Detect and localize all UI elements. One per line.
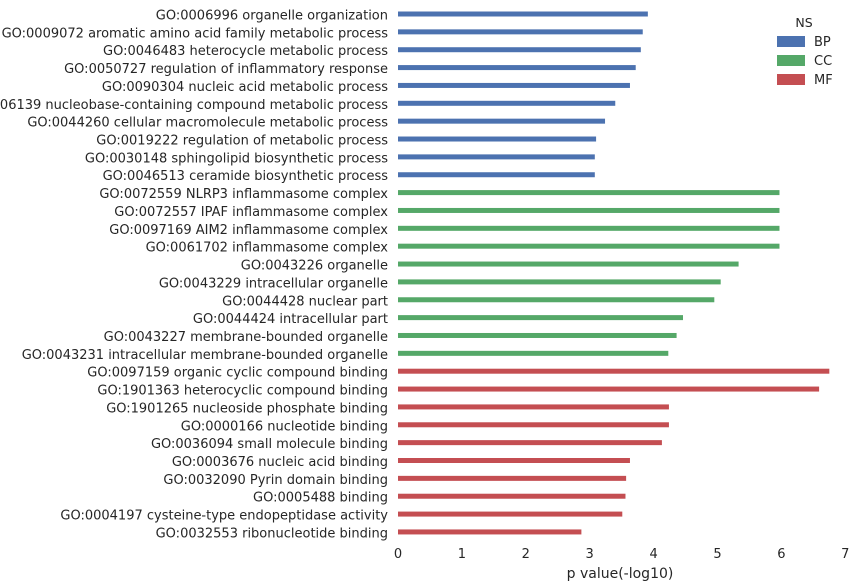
- legend-swatch-cc: [777, 55, 805, 66]
- category-label: GO:0044424 intracellular part: [193, 312, 388, 327]
- category-label: GO:0044428 nuclear part: [222, 294, 388, 309]
- bar-14: [398, 243, 780, 249]
- bar-1: [398, 11, 648, 17]
- bar-29: [398, 511, 623, 517]
- category-label: GO:0072559 NLRP3 inflammasome complex: [99, 187, 388, 202]
- category-label: GO:0046483 heterocycle metabolic process: [103, 44, 388, 59]
- legend-swatch-mf: [777, 74, 805, 85]
- category-label: GO:0043226 organelle: [241, 259, 388, 274]
- category-label: GO:0006139 nucleobase-containing compoun…: [0, 98, 388, 113]
- category-label: GO:0043227 membrane-bounded organelle: [104, 330, 388, 345]
- category-label: GO:0006996 organelle organization: [156, 9, 388, 24]
- bar-8: [398, 136, 597, 142]
- bar-28: [398, 493, 626, 499]
- bar-13: [398, 225, 780, 231]
- category-labels: GO:0006996 organelle organization GO:0009…: [0, 9, 388, 542]
- bar-4: [398, 65, 636, 71]
- bar-26: [398, 458, 630, 463]
- legend-label-mf: MF: [814, 73, 833, 88]
- bar-6: [398, 100, 616, 106]
- legend: NS BP CC MF: [777, 15, 833, 88]
- bar-7: [398, 118, 606, 124]
- category-label: GO:0097169 AIM2 inflammasome complex: [109, 223, 388, 238]
- category-label: GO:0003676 nucleic acid binding: [172, 455, 388, 470]
- legend-label-cc: CC: [814, 54, 832, 69]
- bar-5: [398, 82, 630, 88]
- category-label: GO:1901363 heterocyclic compound binding: [97, 384, 388, 399]
- category-label: GO:0043231 intracellular membrane-bounde…: [22, 348, 388, 363]
- x-tick-label: 0: [394, 547, 402, 562]
- bar-10: [398, 172, 595, 178]
- category-label: GO:0050727 regulation of inflammatory re…: [64, 62, 388, 77]
- bar-21: [398, 368, 830, 374]
- category-label: GO:0097159 organic cyclic compound bindi…: [87, 366, 388, 381]
- x-tick-label: 1: [458, 547, 466, 562]
- x-axis-ticks: 0 1 2 3 4 5 6 7: [394, 547, 850, 562]
- bar-20: [398, 350, 669, 356]
- x-tick-label: 5: [713, 547, 721, 562]
- category-label: GO:0072557 IPAF inflammasome complex: [114, 205, 388, 220]
- bar-9: [398, 154, 595, 160]
- category-label: GO:0000166 nucleotide binding: [181, 419, 388, 434]
- x-axis-title: p value(-log10): [567, 566, 674, 582]
- bar-24: [398, 422, 669, 428]
- bar-25: [398, 440, 662, 446]
- legend-swatch-bp: [777, 36, 805, 47]
- x-tick-label: 4: [649, 547, 657, 562]
- x-tick-label: 6: [777, 547, 785, 562]
- category-label: GO:0005488 binding: [253, 491, 388, 506]
- bar-11: [398, 190, 780, 196]
- bar-2: [398, 29, 643, 35]
- category-label: GO:0046513 ceramide biosynthetic process: [103, 169, 389, 184]
- bar-18: [398, 315, 683, 321]
- bar-16: [398, 279, 721, 285]
- bar-30: [398, 529, 582, 535]
- x-tick-label: 2: [522, 547, 530, 562]
- bar-23: [398, 404, 669, 410]
- bar-27: [398, 475, 627, 481]
- category-label: GO:0009072 aromatic amino acid family me…: [2, 26, 389, 41]
- bar-17: [398, 297, 715, 303]
- legend-title: NS: [795, 15, 812, 30]
- x-tick-label: 7: [841, 547, 849, 562]
- category-label: GO:0043229 intracellular organelle: [159, 276, 388, 291]
- category-label: GO:0061702 inflammasome complex: [146, 241, 389, 256]
- category-label: GO:0032090 Pyrin domain binding: [163, 473, 388, 488]
- bars-layer: [398, 11, 830, 535]
- bar-22: [398, 386, 820, 392]
- category-label: GO:0032553 ribonucleotide binding: [156, 526, 388, 541]
- legend-label-bp: BP: [814, 35, 831, 50]
- x-tick-label: 3: [586, 547, 594, 562]
- bar-3: [398, 47, 641, 53]
- category-label: GO:0036094 small molecule binding: [151, 437, 388, 452]
- bar-19: [398, 332, 677, 338]
- category-label: GO:0090304 nucleic acid metabolic proces…: [102, 80, 388, 95]
- category-label: GO:0044260 cellular macromolecule metabo…: [27, 116, 388, 131]
- category-label: GO:0004197 cysteine-type endopeptidase a…: [60, 509, 388, 524]
- category-label: GO:0030148 sphingolipid biosynthetic pro…: [85, 151, 388, 166]
- category-label: GO:0019222 regulation of metabolic proce…: [96, 134, 388, 149]
- category-label: GO:1901265 nucleoside phosphate binding: [106, 401, 388, 416]
- bar-12: [398, 207, 780, 213]
- bar-15: [398, 261, 739, 267]
